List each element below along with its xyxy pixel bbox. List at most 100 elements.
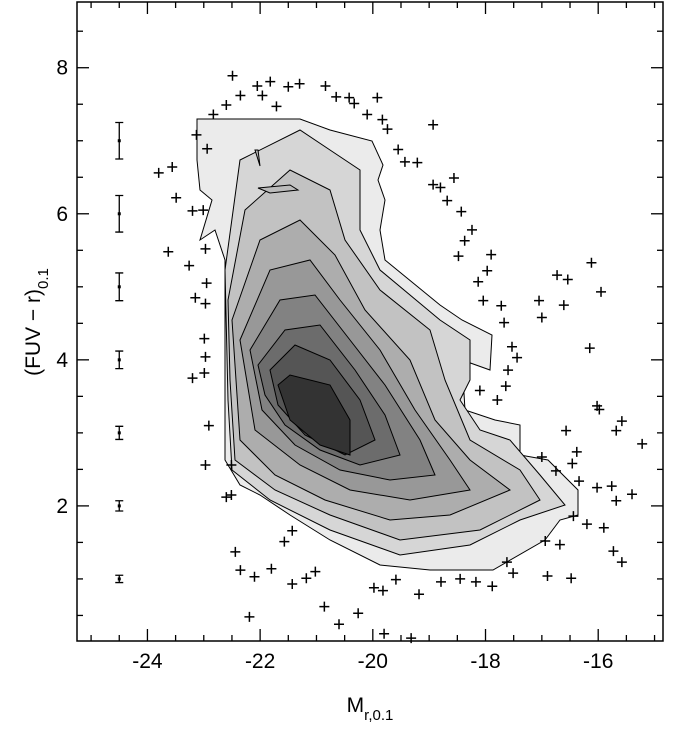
point [287, 525, 298, 536]
point [562, 274, 573, 285]
y-tick-label: 2 [56, 495, 68, 518]
point [466, 224, 477, 235]
point [567, 458, 578, 469]
point [616, 416, 627, 427]
x-label-main: M [347, 694, 365, 717]
error-bar-center [117, 577, 121, 581]
error-bar-center [117, 139, 121, 143]
point [611, 425, 622, 436]
point [581, 519, 592, 530]
point [334, 619, 345, 630]
point [362, 109, 373, 120]
point [287, 579, 298, 590]
point [594, 404, 605, 415]
contour [254, 149, 261, 167]
point [399, 156, 410, 167]
point [492, 395, 503, 406]
point [584, 343, 595, 354]
y-axis-label: (FUV − r)0.1 [22, 268, 52, 376]
point [235, 90, 246, 101]
density-contours [196, 118, 579, 571]
point [200, 298, 211, 309]
point [310, 566, 321, 577]
point [163, 246, 174, 257]
y-label-sub: 0.1 [35, 268, 52, 289]
x-tick-label: -24 [132, 650, 163, 673]
point [435, 182, 446, 193]
y-tick-label: 4 [56, 349, 68, 372]
point [221, 492, 232, 503]
point [320, 80, 331, 91]
point [377, 114, 388, 125]
point [198, 205, 209, 216]
point [592, 482, 603, 493]
point [249, 571, 260, 582]
point [203, 420, 214, 431]
point [331, 91, 342, 102]
point [482, 265, 493, 276]
point [319, 601, 330, 612]
point [448, 172, 459, 183]
point [208, 109, 219, 120]
point [187, 373, 198, 384]
point [279, 536, 290, 547]
point [244, 611, 255, 622]
point [473, 276, 484, 287]
point [561, 425, 572, 436]
point [200, 460, 211, 471]
x-axis-label: Mr,0.1 [347, 694, 394, 724]
point [501, 557, 512, 568]
point [344, 92, 355, 103]
y-tick-label: 6 [56, 203, 68, 226]
x-label-sub: r,0.1 [364, 707, 393, 724]
point [294, 78, 305, 89]
point [379, 628, 390, 639]
point [265, 76, 276, 87]
point [428, 119, 439, 130]
point [550, 465, 561, 476]
point [508, 568, 519, 579]
point [536, 312, 547, 323]
point [191, 129, 202, 140]
point [512, 352, 523, 363]
point [442, 195, 453, 206]
point [568, 511, 579, 522]
contour [277, 374, 351, 456]
point [226, 460, 237, 471]
x-tick-label: -22 [245, 650, 275, 673]
point [499, 317, 510, 328]
point [627, 489, 638, 500]
point [372, 92, 383, 103]
point [455, 573, 466, 584]
point [221, 99, 232, 110]
error-bar-center [117, 431, 121, 435]
point [200, 351, 211, 362]
point [496, 300, 507, 311]
point [283, 81, 294, 92]
point [428, 179, 439, 190]
point [377, 585, 388, 596]
point [349, 98, 360, 109]
point [301, 573, 312, 584]
point [414, 589, 425, 600]
error-bar-center [117, 358, 121, 362]
point [608, 546, 619, 557]
point [586, 257, 597, 268]
point [252, 80, 263, 91]
point [353, 608, 364, 619]
point [235, 565, 246, 576]
point [542, 571, 553, 582]
point [487, 581, 498, 592]
point [598, 522, 609, 533]
point [611, 495, 622, 506]
x-tick-label: -18 [470, 650, 500, 673]
point [459, 235, 470, 246]
point [574, 476, 585, 487]
point [456, 206, 467, 217]
point [637, 438, 648, 449]
point [266, 563, 277, 574]
error-bar-center [117, 285, 121, 289]
point [596, 286, 607, 297]
point [540, 535, 551, 546]
point [226, 489, 237, 500]
